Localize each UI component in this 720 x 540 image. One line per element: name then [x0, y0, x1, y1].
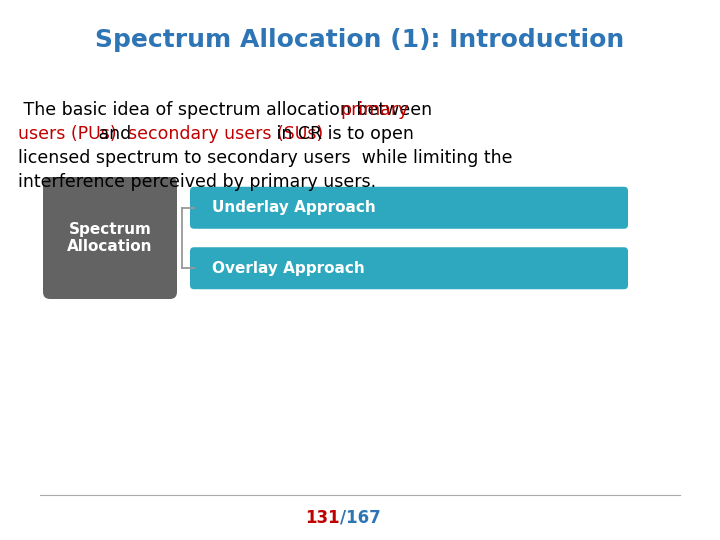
Text: 131: 131: [305, 509, 340, 527]
Text: secondary users (SUs): secondary users (SUs): [127, 125, 323, 143]
Text: Underlay Approach: Underlay Approach: [212, 200, 376, 215]
Text: Spectrum
Allocation: Spectrum Allocation: [67, 222, 153, 254]
Text: Spectrum Allocation (1): Introduction: Spectrum Allocation (1): Introduction: [95, 29, 625, 52]
Text: licensed spectrum to secondary users  while limiting the: licensed spectrum to secondary users whi…: [18, 149, 513, 167]
Text: The basic idea of spectrum allocation between: The basic idea of spectrum allocation be…: [18, 101, 438, 119]
Text: users (PUs): users (PUs): [18, 125, 117, 143]
FancyBboxPatch shape: [190, 247, 628, 289]
Text: Overlay Approach: Overlay Approach: [212, 261, 365, 276]
Text: /167: /167: [340, 509, 381, 527]
Text: interference perceived by primary users.: interference perceived by primary users.: [18, 173, 376, 191]
Text: in CR is to open: in CR is to open: [271, 125, 414, 143]
Text: and: and: [94, 125, 137, 143]
Text: primary: primary: [340, 101, 408, 119]
FancyBboxPatch shape: [43, 177, 177, 299]
FancyBboxPatch shape: [190, 187, 628, 229]
